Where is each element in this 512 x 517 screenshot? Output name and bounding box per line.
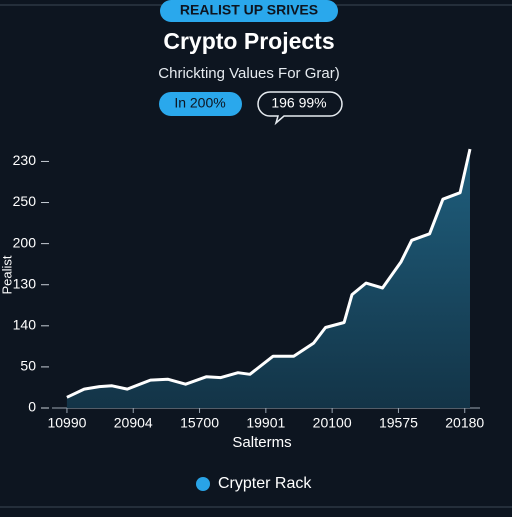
x-tick-label: 19575	[379, 415, 418, 431]
y-tick-label: 0	[28, 399, 36, 415]
chart-subtitle: Chrickting Values For Grar)	[158, 65, 339, 82]
y-tick-label: 50	[20, 358, 36, 374]
badge-text: REALIST UP SRIVES	[180, 2, 318, 18]
x-tick-label: 20180	[445, 415, 484, 431]
y-tick-label: 230	[13, 152, 37, 168]
x-tick-label: 19901	[246, 415, 285, 431]
legend-swatch	[196, 477, 210, 491]
y-tick-label: 130	[13, 275, 37, 291]
pill-text: In 200%	[174, 95, 225, 111]
pill	[159, 92, 242, 116]
area	[66, 149, 471, 408]
x-tick-label: 15700	[180, 415, 219, 431]
chart-title: Crypto Projects	[163, 28, 334, 54]
y-tick-label: 200	[13, 234, 37, 250]
x-tick-label: 20100	[313, 415, 352, 431]
y-axis-label: Pealist	[0, 255, 14, 294]
y-tick-label: 250	[13, 193, 37, 209]
legend-label: Crypter Rack	[218, 475, 312, 492]
x-axis-label: Salterms	[232, 434, 291, 451]
callout-text: 196 99%	[271, 95, 326, 111]
x-tick-label: 20904	[114, 415, 153, 431]
x-tick-label: 10990	[47, 415, 86, 431]
callout-bubble	[257, 91, 343, 126]
line	[66, 148, 472, 399]
y-tick-label: 140	[13, 317, 37, 333]
badge	[160, 0, 338, 22]
